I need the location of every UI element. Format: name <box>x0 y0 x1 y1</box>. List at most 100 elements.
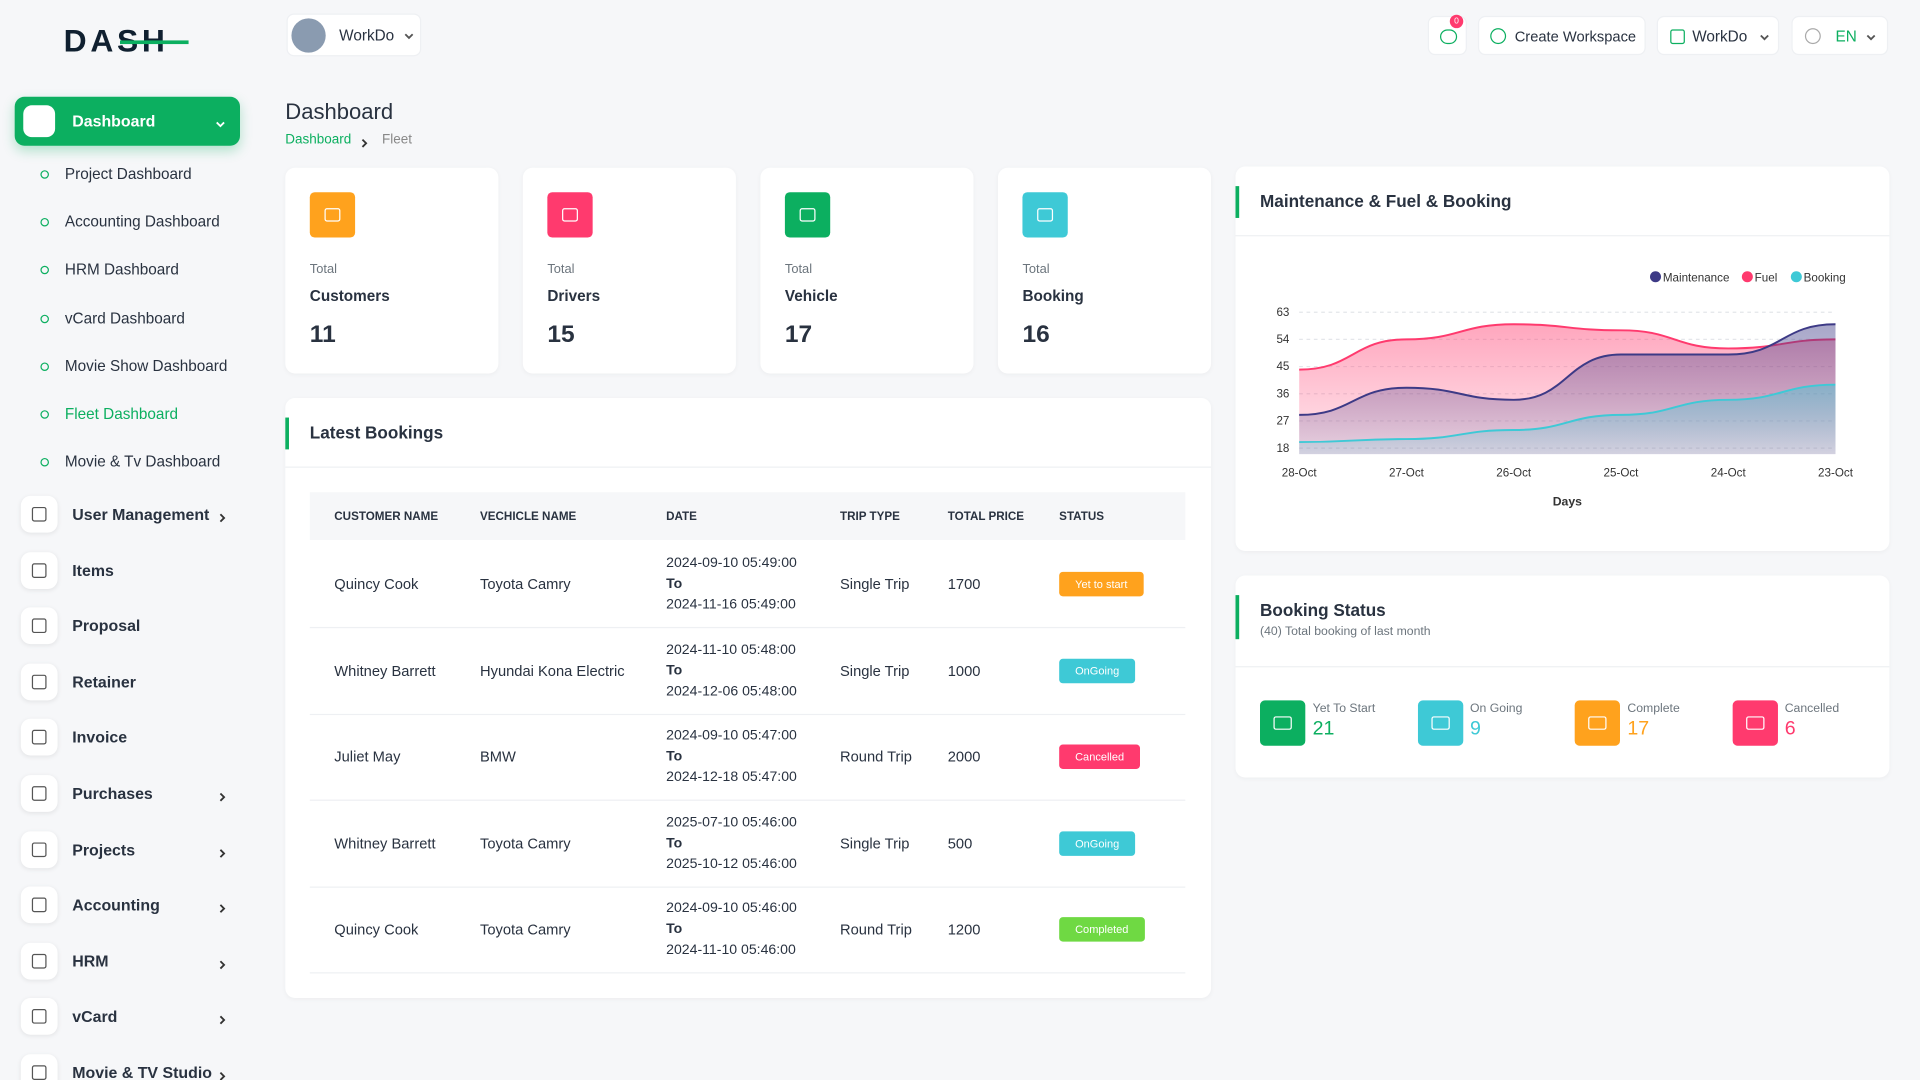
status-label: Yet To Start <box>1312 702 1376 716</box>
plus-icon <box>1490 28 1507 45</box>
stat-value: 15 <box>547 321 575 349</box>
menu-icon <box>20 998 58 1036</box>
menu-item[interactable]: Purchases <box>72 784 153 803</box>
chevron <box>216 121 225 128</box>
x-tick-label: 24-Oct <box>1711 466 1747 479</box>
menu-item[interactable]: Invoice <box>72 728 128 747</box>
date-from: 2024-11-10 05:48:00 <box>666 642 796 658</box>
create-workspace-label: Create Workspace <box>1514 28 1637 46</box>
chevron <box>1760 34 1769 41</box>
chart-title: Maintenance & Fuel & Booking <box>1260 191 1512 211</box>
x-tick-label: 23-Oct <box>1818 466 1854 479</box>
cell: Whitney Barrett <box>334 834 436 852</box>
status-value: 21 <box>1312 718 1335 740</box>
submenu-item[interactable]: vCard Dashboard <box>64 309 185 327</box>
cell: Single Trip <box>840 661 910 680</box>
user-menu[interactable]: WorkDo <box>1656 15 1780 56</box>
line <box>1299 323 1836 371</box>
chevron-icon <box>217 508 229 523</box>
stat-value: 11 <box>309 321 336 349</box>
cell: Round Trip <box>840 748 912 766</box>
stat-icon <box>784 192 831 238</box>
divider <box>1235 666 1890 668</box>
y-tick-label: 45 <box>1276 360 1289 373</box>
menu-item[interactable]: Proposal <box>72 616 141 636</box>
status-icon <box>1574 700 1620 746</box>
breadcrumb-item[interactable]: Dashboard <box>285 132 352 147</box>
menu-icon <box>23 105 56 138</box>
x-axis-label: Days <box>1553 495 1582 509</box>
chevron <box>1866 34 1876 41</box>
stat-icon <box>309 192 356 238</box>
menu-item-active[interactable]: Dashboard <box>14 96 240 146</box>
chevron-icon <box>214 115 226 128</box>
submenu-item[interactable]: Movie Show Dashboard <box>64 357 228 375</box>
menu-item[interactable]: Projects <box>72 840 136 859</box>
accent <box>1235 186 1240 218</box>
globe-icon <box>1804 28 1821 45</box>
cell: Toyota Camry <box>480 834 571 852</box>
cell: Quincy Cook <box>334 921 419 939</box>
stat-label: Customers <box>309 287 390 305</box>
legend-label: Maintenance <box>1663 272 1730 285</box>
status-icon <box>1732 700 1778 746</box>
y-tick-label: 54 <box>1276 333 1289 346</box>
icon-glyph <box>1037 208 1054 222</box>
divider <box>1235 235 1890 237</box>
status-badge: Cancelled <box>1059 744 1141 770</box>
column-header: TRIP TYPE <box>840 510 900 524</box>
menu-item[interactable]: Movie & TV Studio <box>72 1063 212 1080</box>
notification-badge: 0 <box>1449 14 1464 29</box>
chevron-icon <box>217 1067 229 1080</box>
submenu-item[interactable]: Project Dashboard <box>64 165 192 183</box>
date-separator: To <box>666 749 683 765</box>
submenu-bullet <box>40 218 49 227</box>
date-separator: To <box>666 922 683 938</box>
workspace-select[interactable]: WorkDo <box>286 13 422 57</box>
cell: Juliet May <box>334 748 401 766</box>
legend-marker <box>1790 271 1802 283</box>
cell: Round Trip <box>840 921 912 939</box>
workspace-avatar <box>291 18 326 53</box>
menu-item[interactable]: Retainer <box>72 672 136 691</box>
menu-label: Dashboard <box>72 112 156 131</box>
menu-icon <box>20 830 58 868</box>
menu-item[interactable]: User Management <box>72 505 210 524</box>
menu-item[interactable]: vCard <box>72 1007 118 1026</box>
menu-icon <box>20 942 58 980</box>
cell: Toyota Camry <box>480 921 571 939</box>
cell: 500 <box>947 834 973 852</box>
submenu-item[interactable]: HRM Dashboard <box>64 261 179 279</box>
submenu-item[interactable]: Movie & Tv Dashboard <box>64 453 221 471</box>
stat-icon <box>1022 192 1068 238</box>
date-to: 2024-11-10 05:46:00 <box>666 943 796 959</box>
cell: 1200 <box>947 921 981 939</box>
menu-item[interactable]: Items <box>72 560 114 580</box>
submenu-item[interactable]: Fleet Dashboard <box>64 405 179 423</box>
icon-glyph <box>31 618 47 634</box>
stat-card: Total Customers 11 <box>285 167 499 374</box>
submenu-item[interactable]: Accounting Dashboard <box>64 213 220 231</box>
icon-glyph <box>31 506 47 522</box>
row-divider <box>309 799 1186 802</box>
status-badge: OnGoing <box>1059 658 1136 683</box>
cell: 1700 <box>947 575 981 593</box>
icon-glyph <box>1588 716 1607 730</box>
notifications[interactable]: 0 <box>1427 14 1467 56</box>
logo-accent <box>120 40 189 45</box>
language-select[interactable]: EN <box>1791 15 1889 56</box>
create-workspace[interactable]: Create Workspace <box>1477 15 1646 56</box>
stat-icon <box>547 192 593 238</box>
stat-value: 17 <box>784 321 813 349</box>
status-value: 6 <box>1784 718 1796 740</box>
menu-icon <box>20 1054 58 1080</box>
divider <box>285 466 1212 468</box>
menu-item[interactable]: Accounting <box>72 895 160 915</box>
chat-icon <box>1440 29 1458 45</box>
chart: 18 27 36 45 54 63 28-Oct 27-Oct 26-Oct 25-Oct 24-O… <box>1276 271 1854 509</box>
column-header: CUSTOMER NAME <box>334 510 439 524</box>
line <box>1299 323 1836 416</box>
cell: Hyundai Kona Electric <box>480 661 625 680</box>
menu-item[interactable]: HRM <box>72 951 109 971</box>
